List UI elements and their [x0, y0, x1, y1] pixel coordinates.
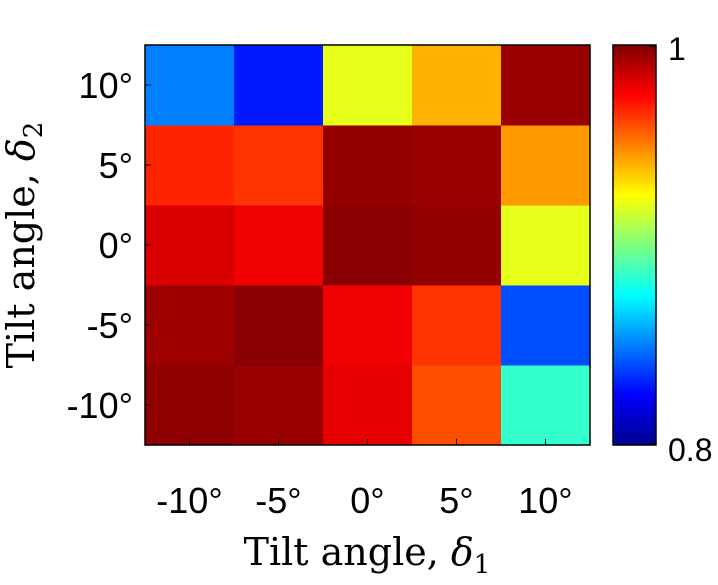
colorbar-min-label: 0.8 — [668, 432, 712, 468]
heatmap-cell — [412, 45, 502, 126]
heatmap-cell — [501, 205, 591, 286]
colorbar — [612, 44, 657, 446]
y-tick-label: 10° — [79, 65, 133, 106]
heatmap-cell — [145, 285, 235, 366]
heatmap-cell — [145, 365, 235, 446]
x-tick-label: 5° — [439, 480, 473, 521]
heatmap-cell — [501, 125, 591, 206]
heatmap-cell — [323, 365, 413, 446]
y-axis-label-subscript: 2 — [19, 122, 49, 139]
x-axis-label-symbol: δ — [451, 530, 474, 574]
heatmap-cell — [501, 45, 591, 126]
heatmap-cell — [323, 205, 413, 286]
x-tick-label: -5° — [255, 480, 301, 521]
heatmap-cell — [145, 125, 235, 206]
heatmap-cell — [234, 125, 324, 206]
heatmap-cell — [145, 205, 235, 286]
heatmap-cell — [501, 285, 591, 366]
y-tick-labels: -10° -5° 0° 5° 10° — [67, 65, 151, 426]
x-tick-label: 10° — [518, 480, 572, 521]
heatmap-cell — [234, 205, 324, 286]
heatmap-cell — [234, 365, 324, 446]
x-tick-labels: -10° -5° 0° 5° 10° — [156, 439, 573, 521]
x-tick-label: 0° — [350, 480, 384, 521]
y-tick-label: -10° — [67, 385, 133, 426]
y-axis-label-symbol: δ — [0, 138, 43, 161]
heatmap-cell — [412, 205, 502, 286]
x-axis-label: Tilt angle, δ1 — [244, 530, 491, 580]
y-axis-label: Tilt angle, δ2 — [0, 122, 49, 369]
y-axis-label-text: Tilt angle, — [0, 161, 43, 368]
heatmap-cell — [145, 45, 235, 126]
heatmap-cell — [323, 125, 413, 206]
heatmap-cell — [234, 45, 324, 126]
x-axis-label-text: Tilt angle, — [244, 530, 451, 574]
heatmap-cells — [145, 45, 591, 446]
y-tick-label: -5° — [87, 305, 133, 346]
heatmap-cell — [501, 365, 591, 446]
heatmap-cell — [412, 125, 502, 206]
heatmap-cell — [234, 285, 324, 366]
heatmap-cell — [323, 45, 413, 126]
heatmap-cell — [412, 285, 502, 366]
y-tick-label: 0° — [99, 225, 133, 266]
colorbar-max-label: 1 — [668, 31, 686, 67]
x-axis-label-subscript: 1 — [474, 550, 491, 580]
heatmap-cell — [412, 365, 502, 446]
heatmap-cell — [323, 285, 413, 366]
y-tick-label: 5° — [99, 145, 133, 186]
x-tick-label: -10° — [156, 480, 222, 521]
